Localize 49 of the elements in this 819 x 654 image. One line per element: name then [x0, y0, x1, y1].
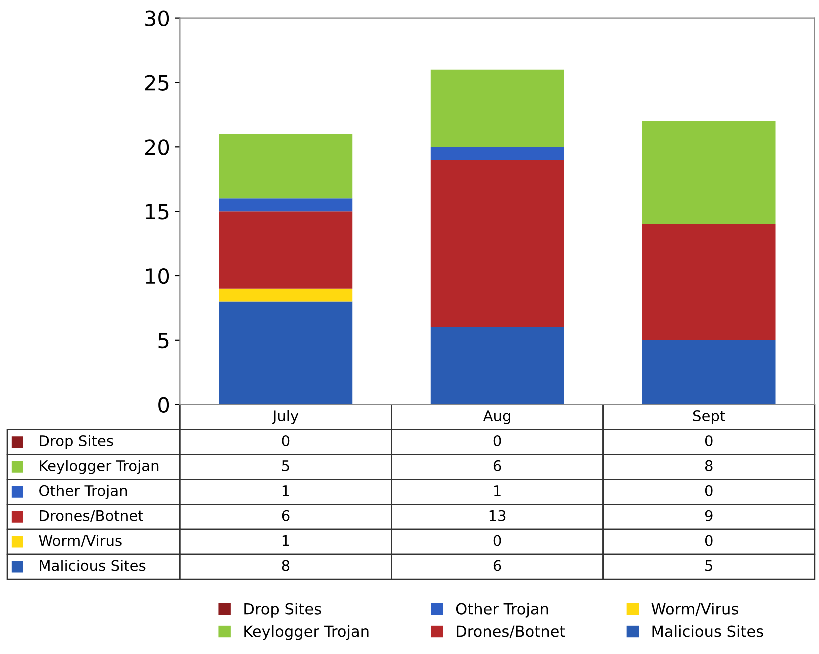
data-label: 13: [490, 510, 506, 522]
y-tick-label: 0: [158, 397, 170, 414]
data-label: 1: [282, 535, 290, 546]
data-label: 5: [706, 560, 712, 572]
data-label: 0: [705, 435, 713, 446]
data-label: 9: [705, 510, 713, 522]
text: Drop Sites: [244, 603, 322, 618]
text: Keylogger Trojan: [244, 625, 369, 640]
x-tick-label: July: [272, 410, 299, 424]
data-label: 0: [494, 535, 502, 546]
data-label: 6: [282, 510, 290, 522]
bar: [219, 288, 353, 302]
bar: [430, 160, 564, 328]
data-label: 0: [282, 435, 290, 446]
bar: [219, 134, 353, 199]
data-label: 6: [494, 460, 502, 472]
bar: [642, 224, 776, 340]
data-label: 6: [494, 560, 502, 572]
data-label: 8: [705, 460, 713, 472]
data-label: 8: [282, 560, 290, 572]
legend-label: Keylogger Trojan: [40, 460, 159, 474]
text: Drones/Botnet: [457, 626, 566, 638]
legend-label: Worm/Virus: [39, 535, 122, 548]
y-tick-label: 15: [146, 204, 169, 220]
x-tick-label: Aug: [483, 410, 510, 424]
bar: [219, 212, 353, 289]
data-label: 0: [494, 435, 502, 446]
data-label: 0: [705, 535, 713, 546]
text: Worm/Virus: [652, 603, 738, 616]
text: Malicious Sites: [652, 625, 764, 638]
legend-label: Malicious Sites: [40, 560, 146, 572]
legend-label: Drones/Botnet: [40, 510, 144, 523]
legend-label: Drop Sites: [40, 435, 114, 450]
bar: [430, 70, 564, 148]
bar: [642, 121, 776, 224]
bar: [219, 198, 353, 212]
data-label: 5: [282, 460, 290, 472]
text: Other Trojan: [456, 603, 548, 618]
y-tick-label: 10: [146, 268, 170, 284]
y-tick-label: 25: [145, 75, 169, 91]
y-tick-label: 30: [146, 10, 170, 27]
data-label: 0: [705, 485, 713, 496]
bar: [430, 147, 564, 160]
data-label: 1: [282, 486, 290, 496]
data-label: 1: [494, 486, 501, 496]
x-tick-label: Sept: [693, 410, 726, 424]
y-tick-label: 20: [145, 140, 170, 156]
legend-label: Other Trojan: [40, 485, 128, 500]
y-tick-label: 5: [158, 333, 169, 349]
